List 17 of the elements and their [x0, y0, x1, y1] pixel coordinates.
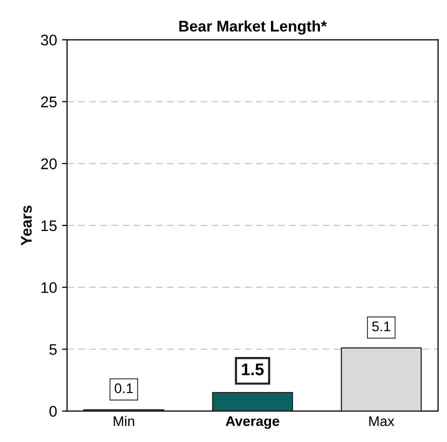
y-tick-label: 15 — [42, 220, 57, 232]
data-label: 5.1 — [372, 322, 390, 332]
y-tick-label: 5 — [49, 344, 57, 355]
x-tick-label: Max — [369, 416, 394, 426]
y-tick-label: 10 — [42, 282, 57, 293]
y-tick-label: 20 — [41, 158, 57, 170]
data-label: 0.1 — [114, 383, 133, 394]
y-tick-label: 30 — [40, 34, 57, 46]
bar — [212, 392, 294, 412]
x-tick-label: Min — [114, 416, 134, 426]
bar — [340, 347, 422, 412]
data-label: 1.5 — [242, 364, 264, 376]
y-tick-label: 0 — [49, 406, 57, 417]
y-tick-label: 25 — [41, 96, 57, 108]
chart-title: Bear Market Length* — [179, 20, 327, 35]
y-axis-title: Years — [21, 206, 32, 246]
x-tick-label: Average — [226, 416, 280, 429]
